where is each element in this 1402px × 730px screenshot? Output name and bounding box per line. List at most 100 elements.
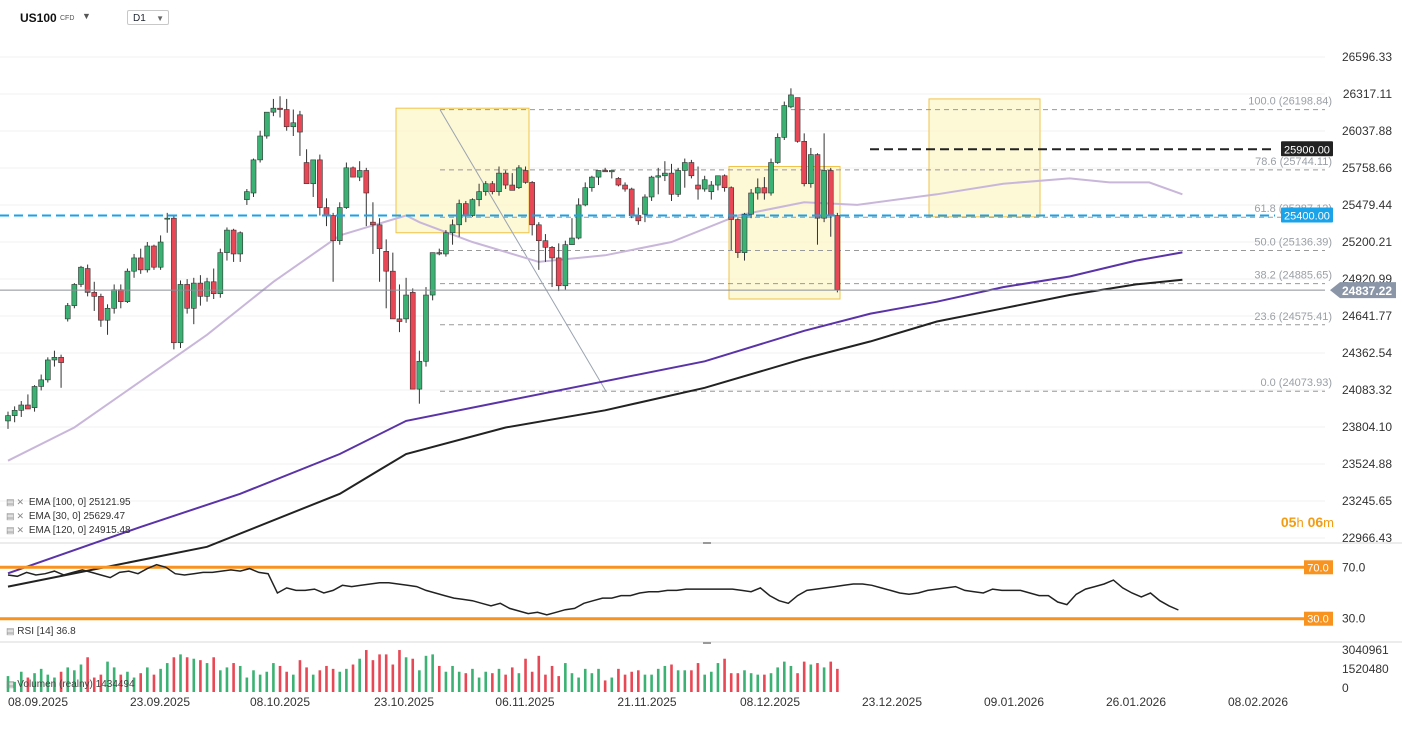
candle[interactable] — [808, 147, 814, 188]
candle[interactable] — [761, 177, 768, 200]
candle[interactable] — [51, 350, 58, 367]
candle[interactable] — [124, 268, 131, 303]
candle[interactable] — [648, 175, 655, 201]
candle[interactable] — [64, 302, 71, 322]
drag-handle-icon[interactable]: ▤ — [6, 626, 15, 636]
ema-30-line[interactable] — [7, 177, 1183, 462]
candle[interactable] — [224, 227, 230, 261]
close-icon[interactable]: ✕ — [16, 511, 25, 521]
candle[interactable] — [522, 166, 529, 184]
candle[interactable] — [283, 98, 290, 131]
ema-100-line[interactable] — [7, 251, 1183, 575]
candle[interactable] — [701, 175, 708, 192]
candle[interactable] — [45, 357, 51, 383]
candle[interactable] — [662, 161, 668, 182]
candle[interactable] — [814, 153, 821, 245]
fib-trend-line[interactable] — [439, 109, 607, 392]
candle[interactable] — [230, 228, 237, 262]
candle[interactable] — [489, 181, 496, 195]
candle[interactable] — [297, 110, 303, 156]
candle[interactable] — [11, 406, 18, 423]
candle[interactable] — [330, 212, 336, 282]
candle[interactable] — [542, 234, 549, 262]
candle[interactable] — [436, 248, 443, 256]
candle[interactable] — [535, 222, 542, 270]
candle[interactable] — [748, 189, 754, 219]
volume-legend[interactable]: ▤ Volumen (realny) 1434494 — [6, 679, 135, 690]
candle[interactable] — [409, 288, 416, 390]
candle[interactable] — [695, 166, 701, 200]
candle[interactable] — [336, 202, 343, 245]
close-icon[interactable]: ✕ — [16, 497, 25, 507]
candle[interactable] — [237, 231, 244, 262]
candle[interactable] — [151, 244, 157, 270]
candle[interactable] — [190, 277, 197, 325]
candle[interactable] — [323, 198, 330, 227]
candle[interactable] — [5, 411, 11, 429]
candle[interactable] — [549, 246, 555, 288]
drag-handle-icon[interactable]: ▤ — [6, 679, 15, 689]
candle[interactable] — [476, 183, 482, 207]
candle[interactable] — [71, 283, 78, 309]
candle[interactable] — [628, 187, 635, 219]
candle[interactable] — [91, 281, 98, 311]
candle[interactable] — [184, 279, 190, 314]
candle[interactable] — [516, 165, 522, 190]
candle[interactable] — [210, 268, 217, 300]
candle[interactable] — [642, 194, 648, 223]
candle[interactable] — [575, 198, 582, 240]
candle[interactable] — [721, 174, 728, 192]
candle[interactable] — [801, 133, 808, 187]
candle[interactable] — [18, 401, 25, 417]
candle[interactable] — [595, 170, 602, 186]
candle[interactable] — [768, 158, 774, 196]
candle[interactable] — [370, 202, 376, 254]
candle[interactable] — [244, 189, 250, 205]
candle[interactable] — [383, 239, 389, 309]
candle[interactable] — [250, 158, 257, 197]
candle[interactable] — [482, 181, 489, 196]
candle[interactable] — [708, 181, 715, 200]
rsi-line[interactable] — [7, 563, 1179, 616]
support-level-tag[interactable] — [1281, 207, 1333, 223]
candle[interactable] — [25, 394, 31, 410]
candle[interactable] — [396, 284, 403, 333]
candle[interactable] — [429, 252, 436, 301]
candle[interactable] — [84, 264, 91, 297]
candle[interactable] — [443, 230, 449, 257]
candle[interactable] — [376, 218, 383, 282]
candle[interactable] — [496, 166, 502, 196]
candle[interactable] — [555, 243, 562, 292]
symbol-dropdown-icon[interactable]: ▼ — [82, 11, 91, 21]
candle[interactable] — [715, 175, 721, 191]
candle[interactable] — [350, 166, 356, 178]
candle[interactable] — [788, 88, 794, 109]
candle[interactable] — [31, 385, 38, 412]
close-icon[interactable]: ✕ — [16, 525, 25, 535]
candle[interactable] — [277, 96, 283, 118]
candle[interactable] — [582, 182, 589, 207]
candle[interactable] — [449, 219, 456, 245]
candle[interactable] — [164, 212, 171, 233]
candle[interactable] — [456, 199, 462, 237]
candle[interactable] — [390, 252, 396, 320]
candle[interactable] — [562, 240, 569, 290]
ema-100-legend[interactable]: ▤ ✕ EMA [100, 0] 25121.95 — [6, 497, 131, 508]
candle[interactable] — [303, 149, 310, 185]
candle[interactable] — [343, 162, 350, 209]
drag-handle-icon[interactable]: ▤ — [6, 525, 15, 535]
candle[interactable] — [131, 253, 137, 278]
candle[interactable] — [290, 109, 297, 137]
candle[interactable] — [403, 277, 409, 323]
candle[interactable] — [741, 212, 748, 261]
candle[interactable] — [423, 287, 429, 367]
candle[interactable] — [675, 167, 681, 197]
candle[interactable] — [137, 248, 144, 274]
candle[interactable] — [615, 177, 622, 187]
candle[interactable] — [117, 284, 124, 309]
candle[interactable] — [728, 186, 735, 250]
candle[interactable] — [668, 163, 675, 201]
candle[interactable] — [469, 198, 476, 217]
